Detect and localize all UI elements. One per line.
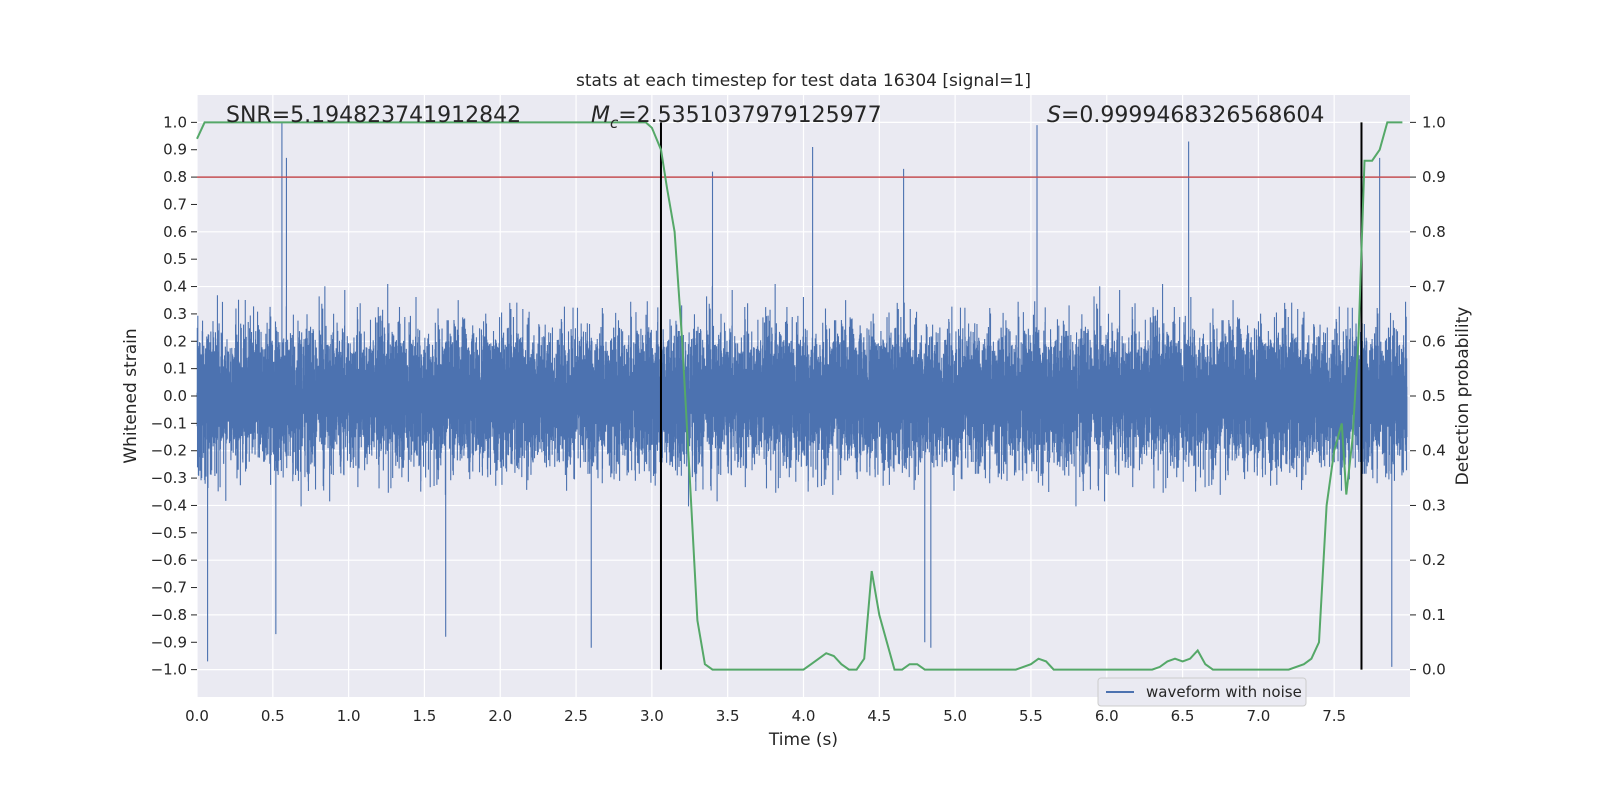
y-tick-label: 0.4	[163, 278, 187, 296]
overlay-lines	[196, 121, 1410, 671]
y-tick-label: 0.7	[163, 195, 187, 213]
y-tick-label: 0.8	[163, 168, 187, 186]
x-tick-label: 6.0	[1095, 707, 1119, 725]
y-right-tick-label: 0.0	[1422, 661, 1446, 679]
mc-value: =2.5351037979125977	[618, 103, 881, 128]
y-tick-label: −0.6	[151, 551, 187, 569]
y-tick-label: −0.8	[151, 606, 187, 624]
y-tick-label: −0.2	[151, 442, 187, 460]
y-axis-right-label: Detection probability	[1453, 307, 1473, 486]
y-tick-label: −0.5	[151, 524, 187, 542]
legend: waveform with noise	[1097, 677, 1307, 707]
s-value: =0.9999468326568604	[1061, 103, 1324, 128]
x-axis-label: Time (s)	[768, 730, 838, 750]
y-tick-label: 0.0	[163, 387, 187, 405]
axes: 0.0 0.5 1.0 1.5 2.0 2.5 3.0 3.5 4.0 4.5 5.0 5.5 6.0 6…	[151, 113, 1446, 725]
x-tick-label: 5.0	[943, 707, 967, 725]
y-right-tick-label: 0.2	[1422, 551, 1446, 569]
x-tick-label: 0.0	[185, 707, 209, 725]
x-tick-label: 7.0	[1246, 707, 1270, 725]
y-tick-label: −1.0	[151, 661, 187, 679]
y-axis-label: Whitened strain	[121, 328, 141, 463]
x-tick-label: 2.5	[564, 707, 588, 725]
snr-annotation: SNR=5.194823741912842	[226, 103, 521, 128]
y-right-tick-label: 0.5	[1422, 387, 1446, 405]
x-tick-label: 5.5	[1019, 707, 1043, 725]
y-tick-label: −0.7	[151, 579, 187, 597]
y-tick-label: −0.1	[151, 414, 187, 432]
y-right-tick-label: 0.1	[1422, 606, 1446, 624]
y-right-tick-label: 0.8	[1422, 223, 1446, 241]
legend-box	[1097, 677, 1307, 707]
y-tick-label: −0.3	[151, 469, 187, 487]
y-right-tick-label: 0.7	[1422, 278, 1446, 296]
y-right-tick-label: 0.4	[1422, 442, 1446, 460]
score-annotation: S=0.9999468326568604	[1047, 103, 1324, 128]
y-tick-label: −0.4	[151, 496, 187, 514]
chart-title: stats at each timestep for test data 163…	[576, 71, 1031, 91]
detection-probability-line	[196, 121, 1403, 671]
x-tick-label: 1.0	[337, 707, 361, 725]
x-tick-label: 0.5	[261, 707, 285, 725]
y-tick-label: 0.2	[163, 332, 187, 350]
x-tick-label: 7.5	[1322, 707, 1346, 725]
y-right-tick-label: 1.0	[1422, 113, 1446, 131]
legend-label: waveform with noise	[1146, 683, 1302, 701]
y-tick-label: −0.9	[151, 633, 187, 651]
mc-symbol: M	[591, 103, 610, 128]
chirp-mass-annotation: Mc=2.5351037979125977	[591, 103, 882, 132]
x-tick-label: 3.0	[640, 707, 664, 725]
x-tick-label: 2.0	[488, 707, 512, 725]
s-symbol: S	[1047, 103, 1061, 128]
y-tick-label: 0.3	[163, 305, 187, 323]
x-tick-label: 1.5	[413, 707, 437, 725]
x-tick-label: 4.5	[867, 707, 891, 725]
x-tick-label: 6.5	[1171, 707, 1195, 725]
y-right-tick-label: 0.3	[1422, 496, 1446, 514]
y-right-tick-label: 0.6	[1422, 332, 1446, 350]
y-tick-label: 0.6	[163, 223, 187, 241]
x-tick-label: 3.5	[716, 707, 740, 725]
y-tick-label: 0.5	[163, 250, 187, 268]
y-right-tick-label: 0.9	[1422, 168, 1446, 186]
mc-subscript: c	[610, 114, 619, 132]
x-tick-label: 4.0	[792, 707, 816, 725]
y-tick-label: 0.1	[163, 360, 187, 378]
y-tick-label: 1.0	[163, 113, 187, 131]
y-tick-label: 0.9	[163, 141, 187, 159]
